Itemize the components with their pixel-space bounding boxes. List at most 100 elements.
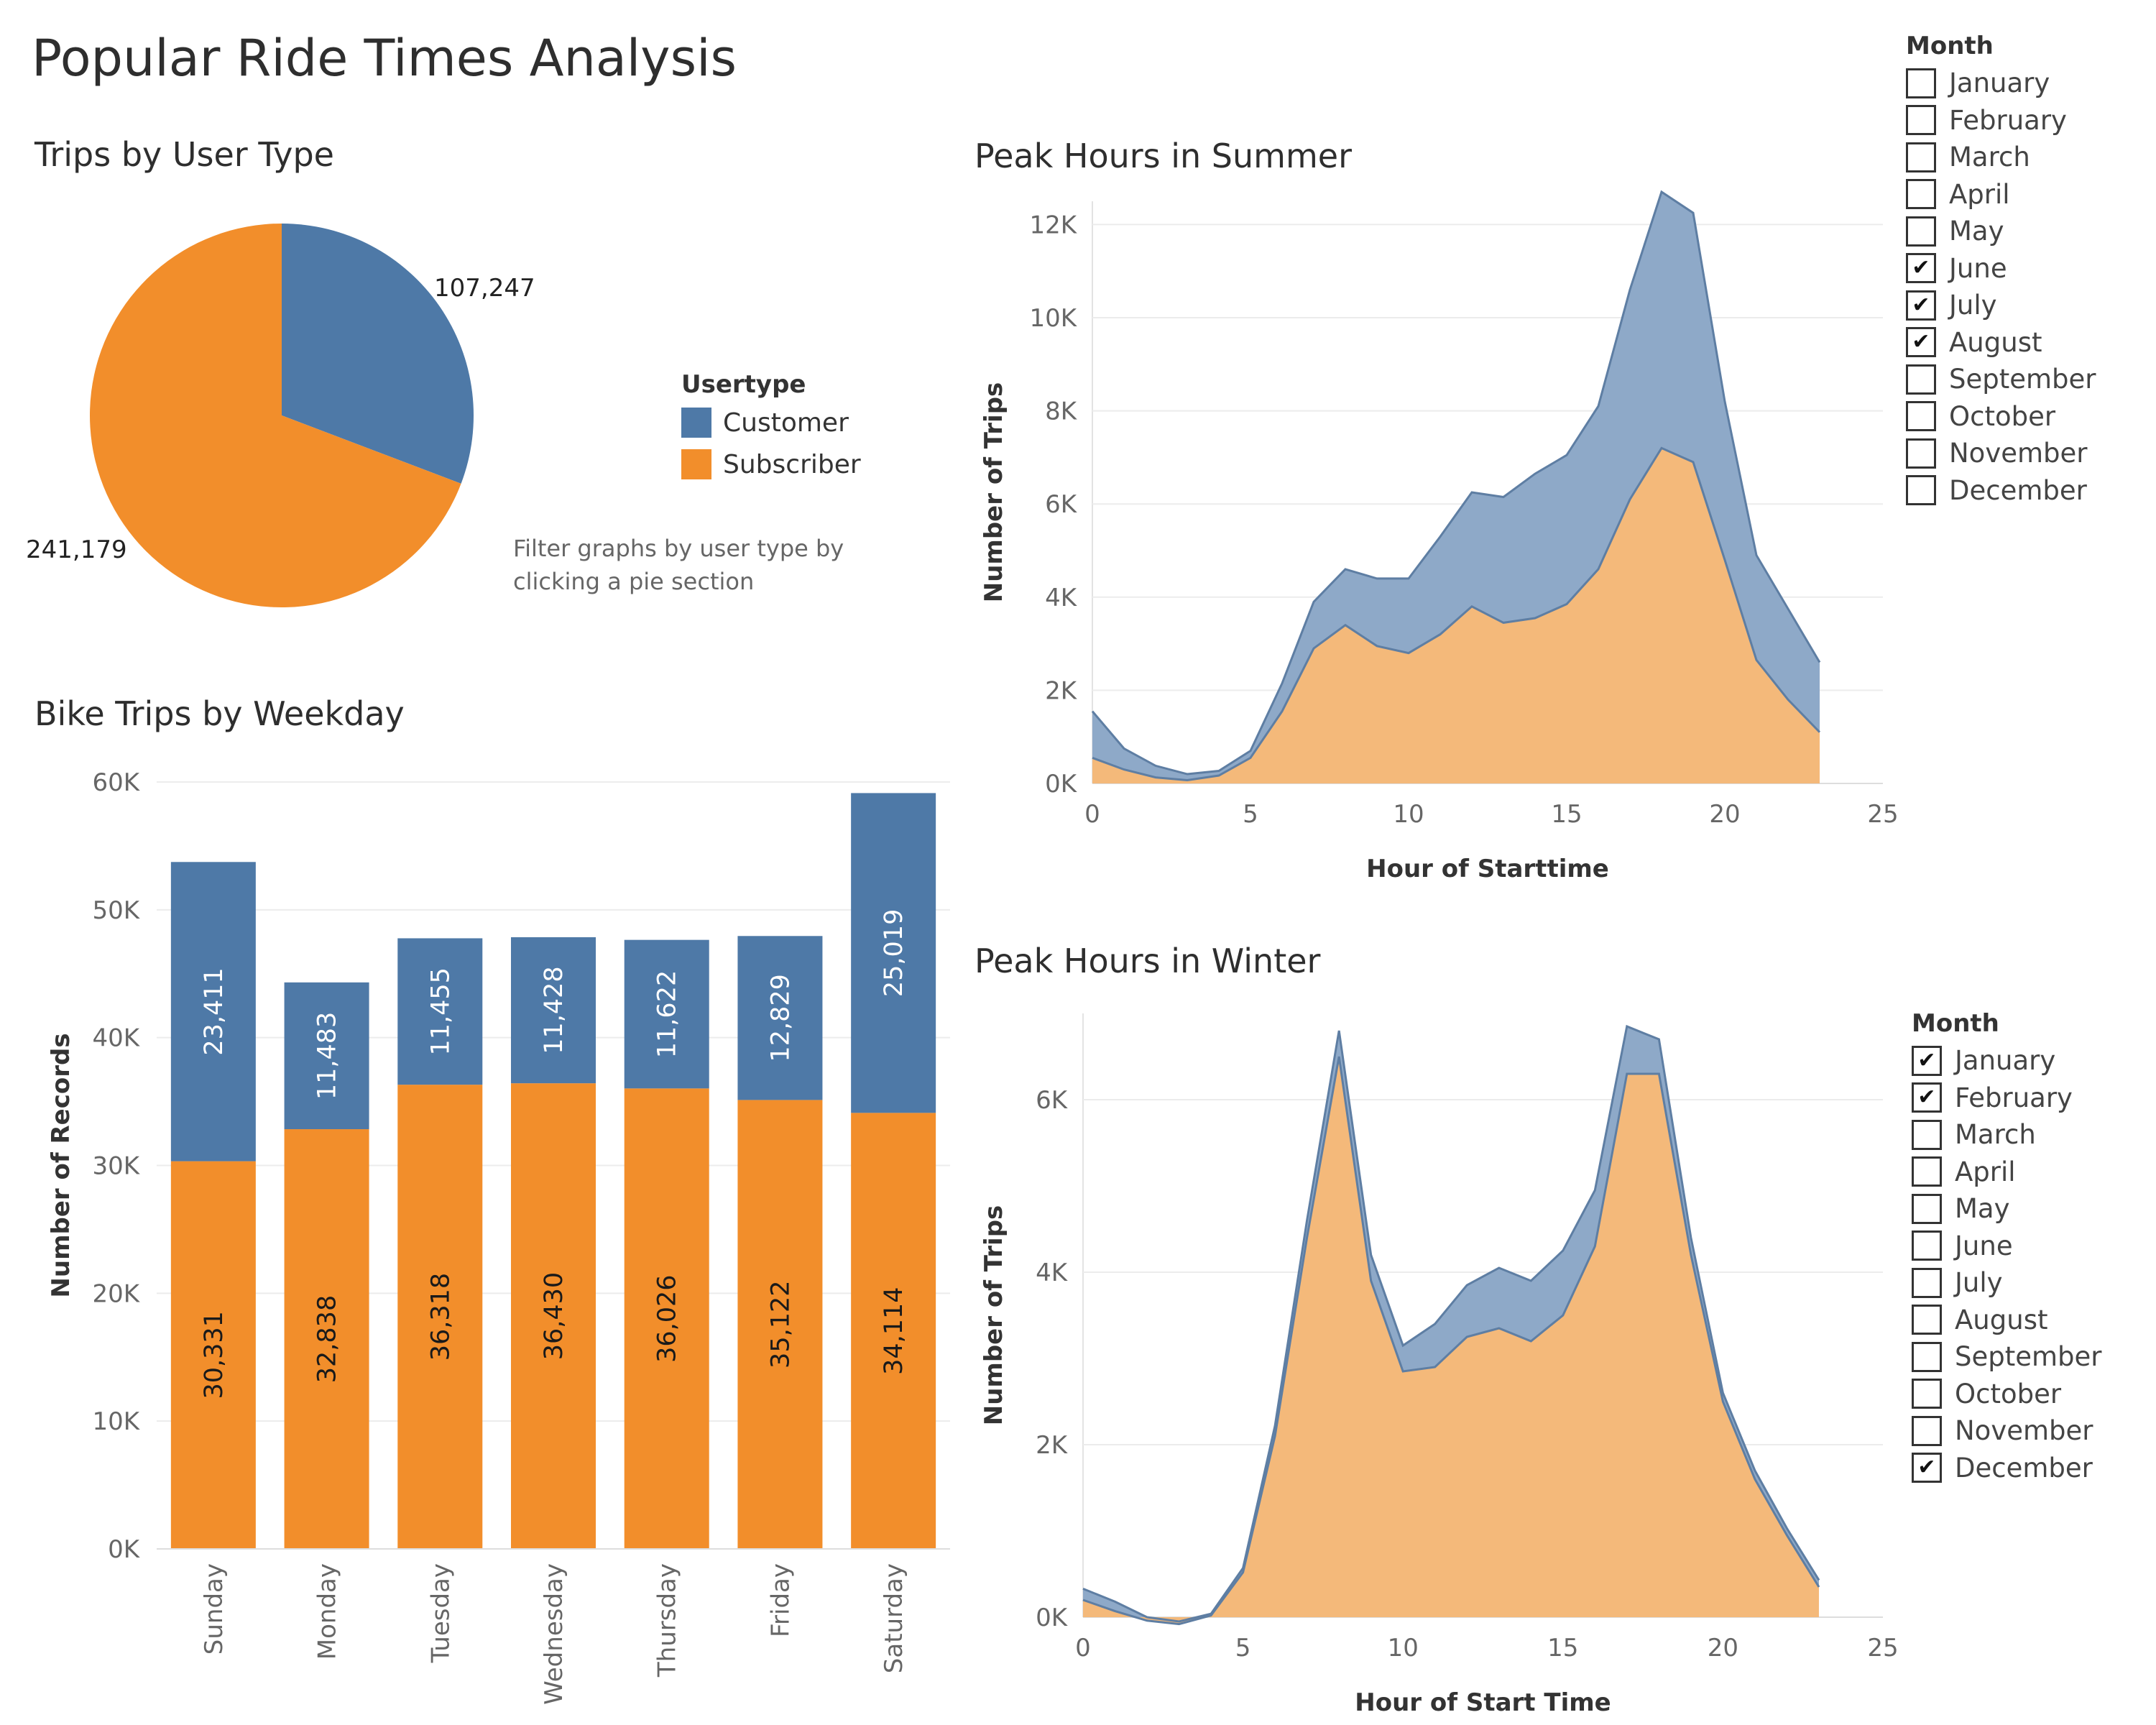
summer-month-option-august[interactable]: ✔ August <box>1906 324 2096 362</box>
checkbox-unchecked-icon[interactable] <box>1912 1415 1942 1446</box>
checkbox-unchecked-icon[interactable] <box>1912 1267 1942 1298</box>
area-customer[interactable] <box>1092 192 1820 781</box>
weekday-bar-chart[interactable]: 0K 10K 20K 30K 40K 50K 60K Number of Records 30,… <box>0 748 963 1725</box>
winter-month-option-march[interactable]: March <box>1912 1116 2102 1154</box>
bar-subscriber-saturday[interactable] <box>851 1113 936 1549</box>
winter-area-chart[interactable]: 0K 2K 4K 6K 0 5 10 15 20 25 Hour of Start Time Numb… <box>963 992 1897 1725</box>
pie-slices: 107,247 241,179 <box>26 224 535 607</box>
summer-month-option-september[interactable]: September <box>1906 361 2096 398</box>
checkbox-unchecked-icon[interactable] <box>1906 475 1936 506</box>
summer-month-option-may[interactable]: May <box>1906 213 2096 250</box>
checkbox-unchecked-icon[interactable] <box>1906 105 1936 136</box>
x-axis-title: Hour of Starttime <box>1366 855 1609 883</box>
checkbox-unchecked-icon[interactable] <box>1912 1119 1942 1150</box>
month-label: June <box>1955 1230 2013 1261</box>
checkbox-unchecked-icon[interactable] <box>1906 142 1936 172</box>
summer-month-option-june[interactable]: ✔ June <box>1906 250 2096 288</box>
checkbox-unchecked-icon[interactable] <box>1906 68 1936 98</box>
bar-label-customer: 25,019 <box>880 909 908 997</box>
area-customer[interactable] <box>1083 1026 1819 1624</box>
checkbox-checked-icon[interactable]: ✔ <box>1912 1045 1942 1076</box>
pie-slice-customer[interactable] <box>282 224 474 484</box>
winter-month-option-february[interactable]: ✔ February <box>1912 1080 2102 1117</box>
bar-subscriber-wednesday[interactable] <box>511 1083 596 1549</box>
bar-customer-saturday[interactable] <box>851 793 936 1113</box>
bar-label-customer: 12,829 <box>766 974 795 1062</box>
y-axis-title: Number of Trips <box>980 382 1008 603</box>
customer-swatch <box>681 408 711 438</box>
summer-month-option-february[interactable]: February <box>1906 102 2096 139</box>
user-type-pie-chart[interactable]: 107,247 241,179 <box>0 0 676 647</box>
checkbox-unchecked-icon[interactable] <box>1906 216 1936 247</box>
bar-customer-monday[interactable] <box>284 982 369 1130</box>
legend-item-customer[interactable]: Customer <box>681 402 861 443</box>
legend-item-subscriber[interactable]: Subscriber <box>681 443 861 485</box>
pie-slice-subscriber[interactable] <box>89 224 461 607</box>
winter-month-option-july[interactable]: July <box>1912 1264 2102 1302</box>
winter-month-option-november[interactable]: November <box>1912 1412 2102 1450</box>
line-customer-total <box>1091 190 1821 776</box>
winter-month-option-december[interactable]: ✔ December <box>1912 1450 2102 1487</box>
summer-month-option-july[interactable]: ✔ July <box>1906 287 2096 324</box>
bar-customer-wednesday[interactable] <box>511 937 596 1084</box>
area-subscriber[interactable] <box>1083 1057 1819 1624</box>
area-subscriber[interactable] <box>1092 448 1820 783</box>
checkbox-checked-icon[interactable]: ✔ <box>1912 1453 1942 1484</box>
winter-month-option-october[interactable]: October <box>1912 1376 2102 1413</box>
bar-customer-friday[interactable] <box>737 936 823 1100</box>
month-label: November <box>1949 438 2088 469</box>
month-label: March <box>1955 1119 2036 1151</box>
checkbox-unchecked-icon[interactable] <box>1912 1379 1942 1409</box>
summer-area-chart[interactable]: 0K 2K 4K 6K 8K 10K 12K 0 5 10 15 20 25 Hour of Startt… <box>963 180 1897 906</box>
checkbox-unchecked-icon[interactable] <box>1906 438 1936 469</box>
summer-chart-title: Peak Hours in Summer <box>975 137 1352 175</box>
bar-customer-sunday[interactable] <box>170 862 256 1162</box>
line-subscriber <box>1082 1056 1820 1626</box>
bar-subscriber-thursday[interactable] <box>624 1088 709 1549</box>
summer-month-option-april[interactable]: April <box>1906 176 2096 213</box>
winter-month-option-june[interactable]: June <box>1912 1228 2102 1265</box>
checkbox-unchecked-icon[interactable] <box>1906 364 1936 395</box>
bar-customer-tuesday[interactable] <box>397 938 483 1085</box>
checkbox-unchecked-icon[interactable] <box>1912 1305 1942 1335</box>
y-tick-label: 8K <box>1045 397 1078 426</box>
winter-month-option-september[interactable]: September <box>1912 1338 2102 1376</box>
bar-customer-thursday[interactable] <box>624 939 709 1089</box>
summer-month-option-december[interactable]: December <box>1906 472 2096 510</box>
summer-month-option-october[interactable]: October <box>1906 398 2096 436</box>
y-tick-label: 2K <box>1045 676 1078 705</box>
winter-month-option-august[interactable]: August <box>1912 1302 2102 1339</box>
summer-month-option-january[interactable]: January <box>1906 65 2096 102</box>
checkbox-checked-icon[interactable]: ✔ <box>1906 327 1936 358</box>
checkbox-checked-icon[interactable]: ✔ <box>1912 1082 1942 1113</box>
checkbox-unchecked-icon[interactable] <box>1912 1193 1942 1224</box>
checkbox-unchecked-icon[interactable] <box>1912 1341 1942 1372</box>
x-tick-label: 20 <box>1708 1634 1738 1662</box>
checkbox-unchecked-icon[interactable] <box>1912 1156 1942 1187</box>
month-label: April <box>1955 1156 2016 1187</box>
bar-subscriber-friday[interactable] <box>737 1100 823 1549</box>
month-label: June <box>1949 252 2007 284</box>
bar-subscriber-monday[interactable] <box>284 1129 369 1549</box>
summer-month-option-november[interactable]: November <box>1906 435 2096 472</box>
checkbox-unchecked-icon[interactable] <box>1912 1230 1942 1261</box>
winter-month-option-january[interactable]: ✔ January <box>1912 1042 2102 1080</box>
summer-month-option-march[interactable]: March <box>1906 139 2096 176</box>
pie-label-subscriber: 241,179 <box>26 535 127 564</box>
x-tick-label: 25 <box>1867 800 1897 829</box>
month-label: February <box>1949 104 2067 136</box>
winter-month-option-april[interactable]: April <box>1912 1154 2102 1191</box>
winter-month-option-may[interactable]: May <box>1912 1190 2102 1228</box>
checkbox-checked-icon[interactable]: ✔ <box>1906 253 1936 284</box>
summer-month-filter-title: Month <box>1906 32 1994 60</box>
legend-label-customer: Customer <box>723 408 849 438</box>
bar-subscriber-tuesday[interactable] <box>397 1085 483 1549</box>
bar-subscriber-sunday[interactable] <box>170 1161 256 1549</box>
y-tick-label: 20K <box>92 1279 140 1308</box>
line-customer-total <box>1082 1024 1820 1623</box>
checkbox-unchecked-icon[interactable] <box>1906 179 1936 210</box>
checkbox-unchecked-icon[interactable] <box>1906 401 1936 432</box>
y-tick-label: 12K <box>1029 211 1077 239</box>
legend-label-subscriber: Subscriber <box>723 449 861 479</box>
checkbox-checked-icon[interactable]: ✔ <box>1906 290 1936 321</box>
